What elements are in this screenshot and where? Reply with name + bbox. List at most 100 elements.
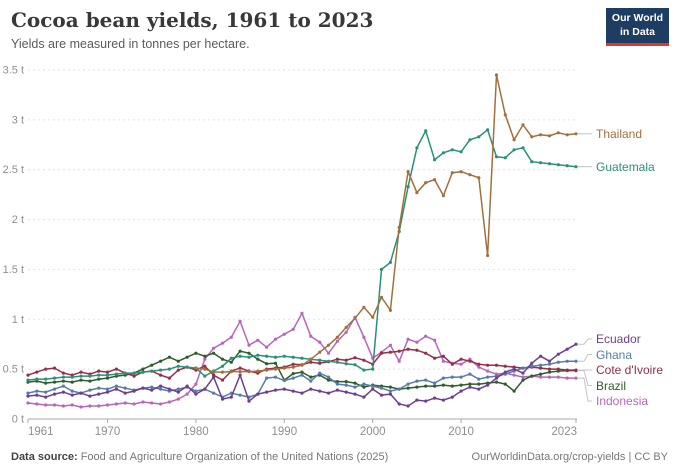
owid-logo[interactable]: Our World in Data [606, 8, 669, 46]
credit-license: | CC BY [625, 451, 668, 463]
data-point [229, 370, 233, 374]
data-point [300, 356, 304, 360]
data-point [388, 350, 392, 354]
data-point [176, 368, 180, 372]
data-point [459, 357, 463, 361]
data-point [362, 358, 366, 362]
data-point [123, 391, 127, 395]
data-point [512, 138, 516, 142]
data-point [433, 384, 437, 388]
data-point [424, 384, 428, 388]
data-point [468, 382, 472, 386]
data-point [282, 332, 286, 336]
data-point [265, 362, 269, 366]
data-point [486, 375, 490, 379]
data-point [530, 361, 534, 365]
data-point [132, 402, 136, 406]
data-point [141, 400, 145, 404]
legend-label-thailand[interactable]: Thailand [596, 126, 643, 141]
data-point [503, 364, 507, 368]
y-tick-label: 0 t [12, 414, 24, 426]
data-point [203, 357, 207, 361]
data-point [114, 372, 118, 376]
data-point [574, 165, 578, 169]
data-point [565, 347, 569, 351]
legend-label-ecuador[interactable]: Ecuador [596, 332, 641, 346]
data-point [44, 395, 48, 399]
series-ecuador[interactable] [26, 342, 578, 408]
data-point [424, 378, 428, 382]
data-point [459, 389, 463, 393]
data-point [335, 339, 339, 343]
data-point [256, 353, 260, 357]
data-point [556, 163, 560, 167]
data-point [494, 155, 499, 159]
data-point [556, 375, 560, 379]
data-point [291, 362, 295, 366]
legend-label-guatemala[interactable]: Guatemala [596, 159, 655, 174]
data-point [61, 375, 65, 379]
x-tick-label: 1980 [183, 426, 209, 438]
data-point [176, 364, 180, 368]
data-point [132, 374, 136, 378]
legend-label-brazil[interactable]: Brazil [596, 378, 627, 393]
data-point [424, 181, 428, 185]
data-point [26, 391, 30, 395]
data-point [415, 379, 419, 383]
data-point [26, 378, 30, 382]
data-point [477, 365, 481, 369]
owid-logo-line1: Our World [611, 12, 664, 25]
y-tick-label: 2 t [12, 214, 24, 226]
data-point [539, 363, 543, 367]
data-point [415, 191, 419, 195]
data-point [335, 357, 339, 361]
data-point [97, 392, 101, 396]
series-thailand[interactable] [194, 73, 578, 374]
data-point [388, 392, 392, 396]
data-point [229, 360, 233, 364]
data-point [97, 373, 101, 377]
data-point [530, 364, 534, 368]
data-point [159, 373, 163, 377]
data-point [450, 362, 454, 366]
legend-label-ghana[interactable]: Ghana [596, 347, 633, 362]
data-point [494, 376, 499, 380]
data-point [486, 363, 490, 367]
data-point [326, 343, 331, 347]
data-point [335, 380, 339, 384]
data-point [159, 359, 163, 363]
data-point [88, 379, 92, 383]
data-point [97, 404, 101, 408]
data-point [406, 347, 410, 351]
data-point [265, 354, 269, 358]
data-point [88, 394, 92, 398]
data-point [79, 405, 83, 409]
series-guatemala[interactable] [26, 128, 578, 382]
credit-link[interactable]: OurWorldinData.org/crop-yields [471, 451, 626, 463]
x-tick-label: 2023 [551, 426, 577, 438]
data-point [397, 225, 401, 230]
data-point [282, 387, 286, 391]
data-point [433, 178, 437, 182]
legend-label-indonesia[interactable]: Indonesia [596, 394, 649, 408]
data-point [477, 387, 481, 391]
data-point [424, 129, 428, 133]
y-tick-label: 3.5 t [3, 65, 24, 77]
data-point [362, 395, 366, 399]
series-indonesia[interactable] [26, 311, 578, 409]
data-point [344, 390, 348, 394]
data-source-text: Food and Agriculture Organization of the… [77, 451, 389, 463]
data-point [512, 389, 516, 393]
data-point [273, 361, 278, 365]
data-point [433, 158, 437, 162]
legend-label-cote-d-ivoire[interactable]: Cote d'Ivoire [596, 363, 663, 377]
data-point [44, 381, 48, 385]
data-point [353, 392, 357, 396]
data-point [547, 367, 552, 371]
data-point [415, 340, 419, 344]
data-point [238, 370, 242, 374]
data-point [477, 382, 481, 386]
data-point [176, 390, 180, 394]
data-point [353, 363, 357, 367]
